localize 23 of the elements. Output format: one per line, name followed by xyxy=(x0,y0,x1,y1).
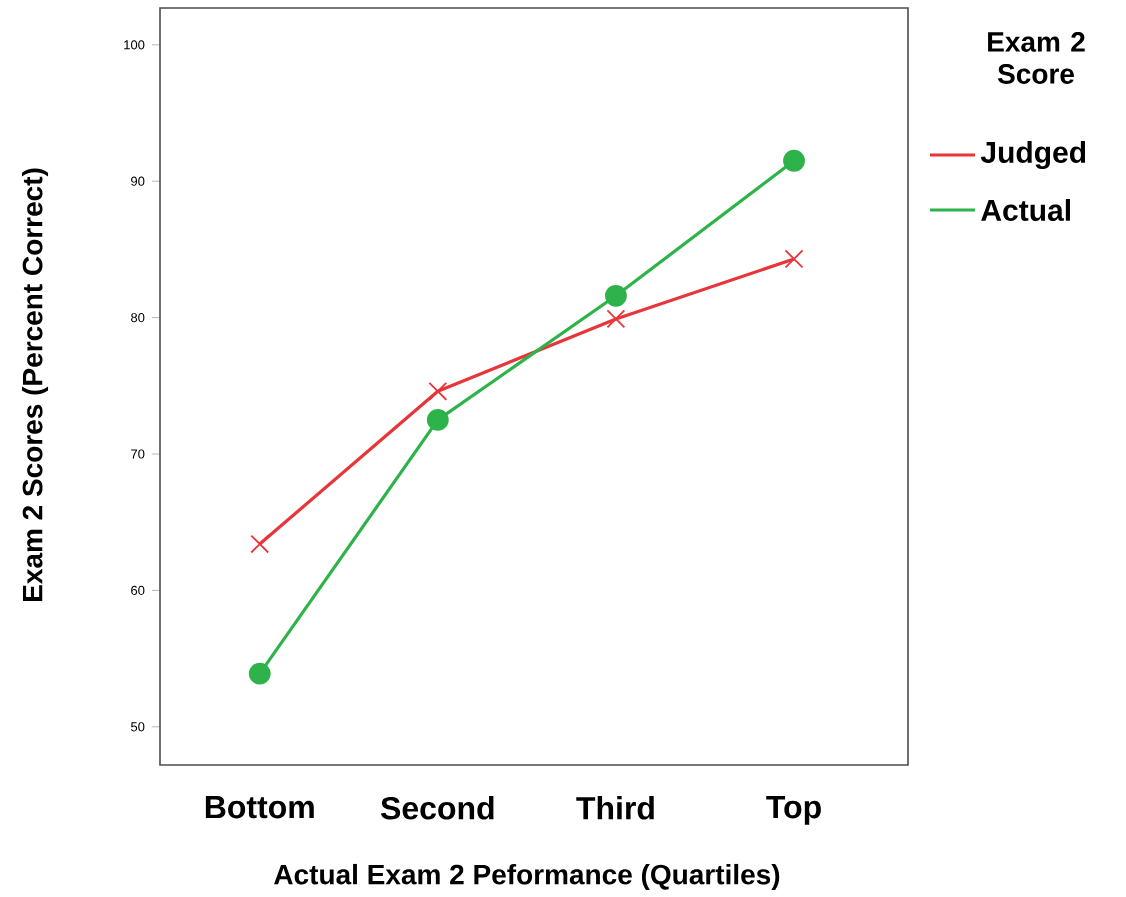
y-tick-label: 80 xyxy=(131,313,145,323)
point xyxy=(426,409,449,431)
point xyxy=(250,534,270,554)
point xyxy=(606,309,626,329)
point xyxy=(248,662,271,685)
y-tick-label: 70 xyxy=(131,449,145,459)
x-tick-label: Top xyxy=(766,796,821,825)
x-tick-label: Third xyxy=(576,796,654,820)
legend-label: Judged xyxy=(980,140,1086,170)
point xyxy=(428,381,448,401)
legend-label: Actual xyxy=(981,198,1070,221)
y-tick-label: 50 xyxy=(131,722,145,732)
y-axis-title: Exam 2 Scores (Percent Correct) xyxy=(21,168,49,601)
y-tick-label: 100 xyxy=(124,40,145,50)
point xyxy=(784,249,804,269)
point xyxy=(605,284,627,307)
y-tick-label: 60 xyxy=(131,585,145,595)
y-tick-label: 90 xyxy=(131,176,145,186)
x-axis-title: Actual Exam 2 Peformance (Quartiles) xyxy=(274,863,780,891)
x-tick-label: Bottom xyxy=(205,796,314,819)
legend-title: Exam 2 Score xyxy=(988,32,1085,84)
point xyxy=(783,149,805,172)
x-tick-label: Second xyxy=(380,796,494,820)
